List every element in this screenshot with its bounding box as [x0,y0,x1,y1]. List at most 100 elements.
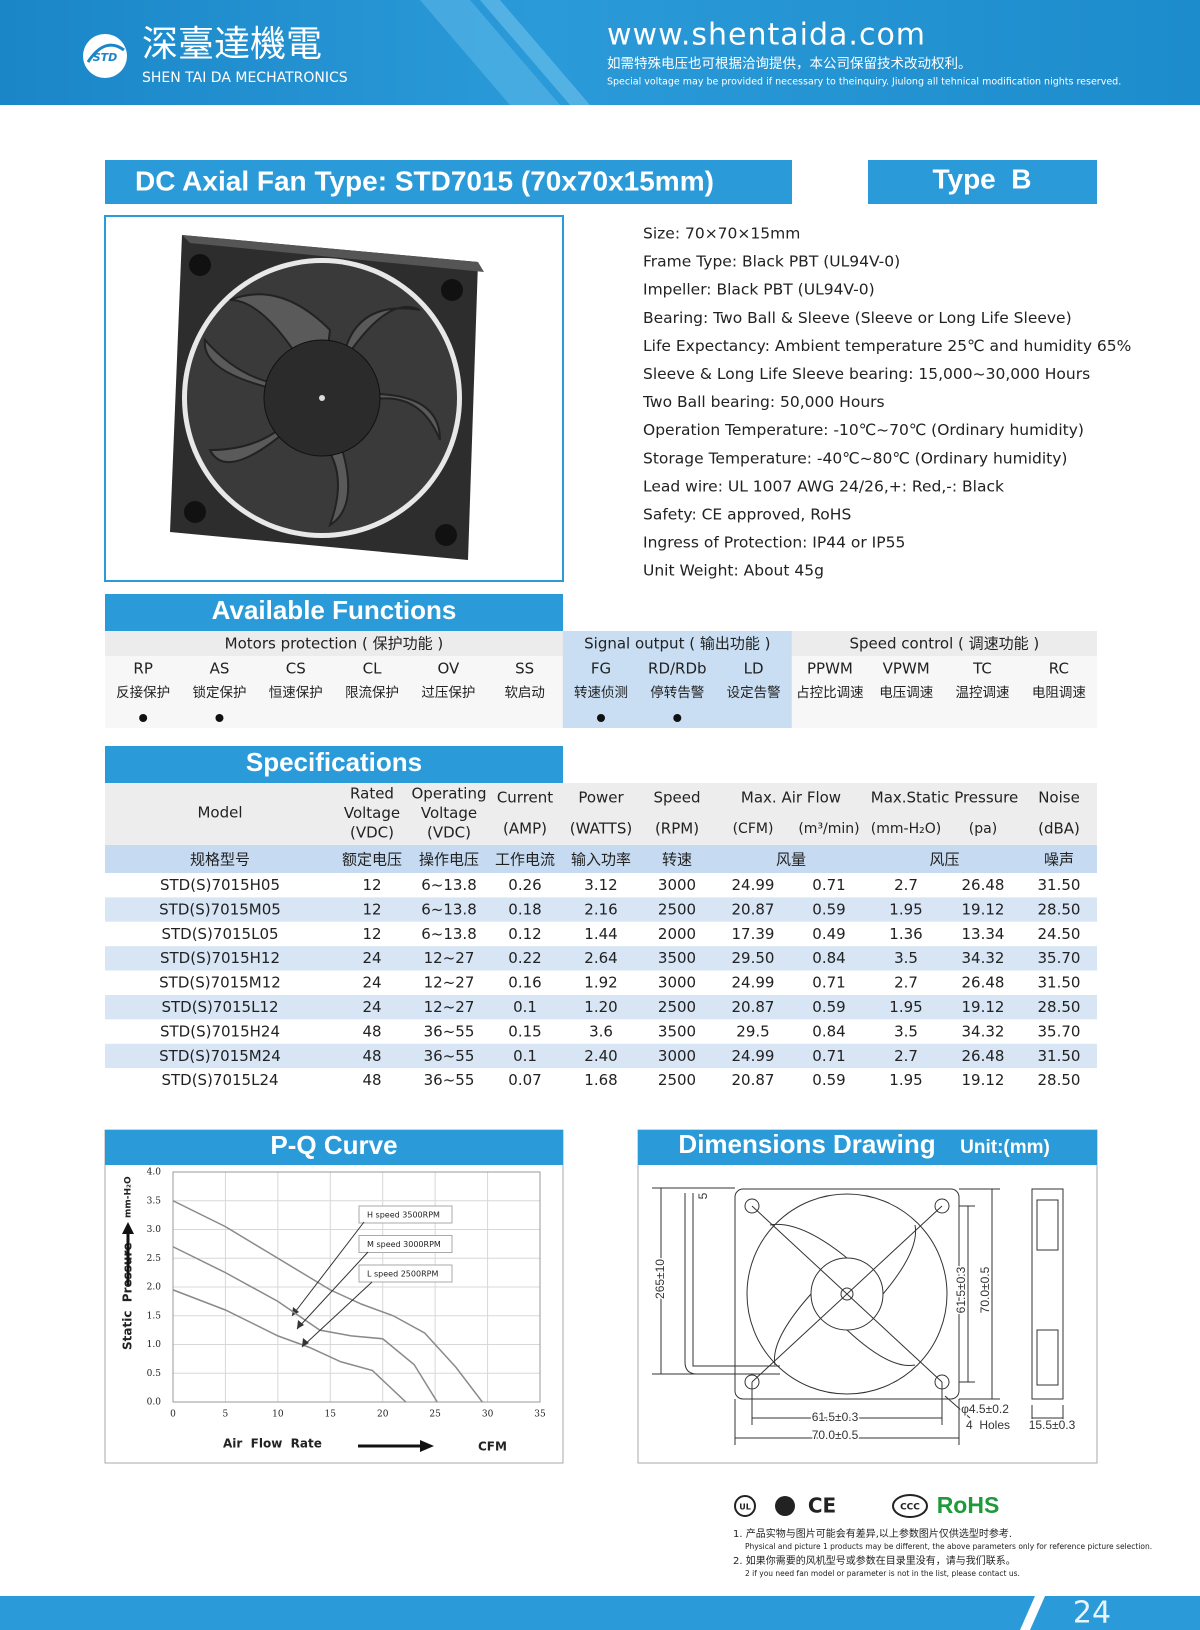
table-cell: 2500 [658,1071,696,1089]
y-tick-label: 0.0 [147,1398,162,1408]
title-bar [105,160,792,204]
function-name: 过压保护 [421,685,475,701]
header-cell: Noise [1038,789,1080,807]
function-code: FG [591,660,611,678]
dimension-labels: 265±10 5 61.5±0.3 70.0±0.5 61.5±0.3 70.0±0.5 φ… [652,1191,1077,1444]
table-cell: 35.70 [1038,949,1081,967]
available-dot [673,714,682,722]
header-cell: (CFM) [733,821,774,837]
series-label: H speed 3500RPM [367,1211,440,1220]
certification-logos [734,1494,928,1518]
note: 2. 如果你需要的风机型号或参数在目录里没有，请与我们联系。 [733,1554,1016,1567]
function-name: 电阻调速 [1032,685,1086,701]
table-cell: 0.26 [508,876,541,894]
x-tick-label: 35 [534,1410,546,1420]
table-cell: 0.12 [508,925,541,943]
function-code: SS [515,660,534,678]
specifications-table: Max. Air Flow Max.Static Pressure Model Rat… [105,783,1097,1093]
table-cell: 35.70 [1038,1022,1081,1040]
header-stripe [420,0,560,105]
function-name: 转速侦测 [574,685,628,701]
header-cell: Speed [653,789,700,807]
table-cell: 26.48 [962,1047,1005,1065]
drawing-frame [637,1129,1098,1464]
series-label-box [358,1235,453,1253]
table-cell: 0.1 [513,1047,537,1065]
header-cn: 转速 [662,851,692,869]
x-tick-label: 20 [377,1410,389,1420]
feature-item: Lead wire: UL 1007 AWG 24/26,+: Red,-: B… [643,477,1004,495]
pq-line [172,1289,407,1403]
dimension-label: 15.5±0.3 [1029,1418,1076,1432]
table-cell: STD(S)7015M24 [159,1047,281,1065]
dimension-label: φ4.5±0.2 [961,1402,1009,1416]
table-cell: 12~27 [424,998,475,1016]
function-code: RP [133,660,152,678]
table-cell: 48 [362,1071,381,1089]
function-name: 锁定保护 [192,685,246,701]
x-tick-label: 15 [325,1410,337,1420]
functions-table: Motors protection ( 保护功能 ) RP 反接保护 AS 锁定保护 CS… [105,631,1097,728]
header-bg [105,783,1097,845]
table-cell: 12 [362,876,381,894]
row-bg [105,1019,1097,1044]
header-cell: (pa) [969,821,997,837]
table-cell: 0.84 [812,1022,845,1040]
dimension-label: 61.5±0.3 [812,1410,859,1424]
row-bg [105,921,1097,947]
logo-swoosh [86,43,125,63]
group-title: Speed control ( 调速功能 ) [849,635,1039,653]
table-cell: 6~13.8 [421,876,477,894]
table-cell: 3500 [658,1022,696,1040]
table-cell: 24.50 [1038,925,1081,943]
function-name: 限流保护 [345,685,399,701]
note: Physical and picture 1 products may be d… [745,1542,1152,1551]
table-cell: 24 [362,998,381,1016]
pq-line [172,1246,438,1403]
header-cell: Model [197,804,242,822]
table-cell: 31.50 [1038,1047,1081,1065]
table-cell: 3000 [658,876,696,894]
table-cell: 0.1 [513,998,537,1016]
header-cn: 输入功率 [571,851,631,869]
header-group: Max.Static Pressure [871,789,1019,807]
y-tick-label: 0.5 [147,1369,162,1379]
available-dot [597,714,605,722]
logo-text: STD [93,51,118,64]
function-code: CL [363,660,382,678]
section-bar [638,1130,1097,1165]
y-tick-label: 2.0 [147,1283,162,1293]
y-tick-label: 4.0 [147,1168,162,1178]
function-code: PPWM [807,660,853,678]
cert-ccc: CCC [900,1503,920,1513]
pq-line [172,1200,483,1403]
company-en: SHEN TAI DA MECHATRONICS [142,70,348,86]
table-cell: 29.5 [736,1022,769,1040]
table-cell: 6~13.8 [421,900,477,918]
table-cell: 1.92 [584,974,617,992]
x-axis-label: Air Flow Rate [223,1437,322,1451]
feature-item: Ingress of Protection: IP44 or IP55 [643,534,905,552]
table-cell: 28.50 [1038,1071,1081,1089]
dimension-label: 70.0±0.5 [978,1266,992,1313]
table-cell: 13.34 [962,925,1005,943]
header-cell: (VDC) [427,824,471,842]
table-cell: 31.50 [1038,876,1081,894]
table-cell: 31.50 [1038,974,1081,992]
table-cell: 34.32 [962,949,1005,967]
notice-en: Special voltage may be provided if neces… [607,77,1121,88]
feature-item: Operation Temperature: -10℃~70℃ (Ordinar… [643,421,1084,439]
table-cell: STD(S)7015M05 [159,900,281,918]
header-cn-bg [105,845,1097,873]
series-label-box [358,1264,453,1283]
table-cell: 0.59 [812,900,845,918]
row-bg [105,897,1097,922]
table-cell: 3.5 [894,949,918,967]
feature-item: Frame Type: Black PBT (UL94V-0) [643,253,900,271]
pointer-head [297,1320,304,1329]
table-cell: 0.49 [812,925,845,943]
available-dot [215,714,224,722]
x-tick-label: 10 [272,1410,284,1420]
axis-arrow-head [122,1222,134,1234]
